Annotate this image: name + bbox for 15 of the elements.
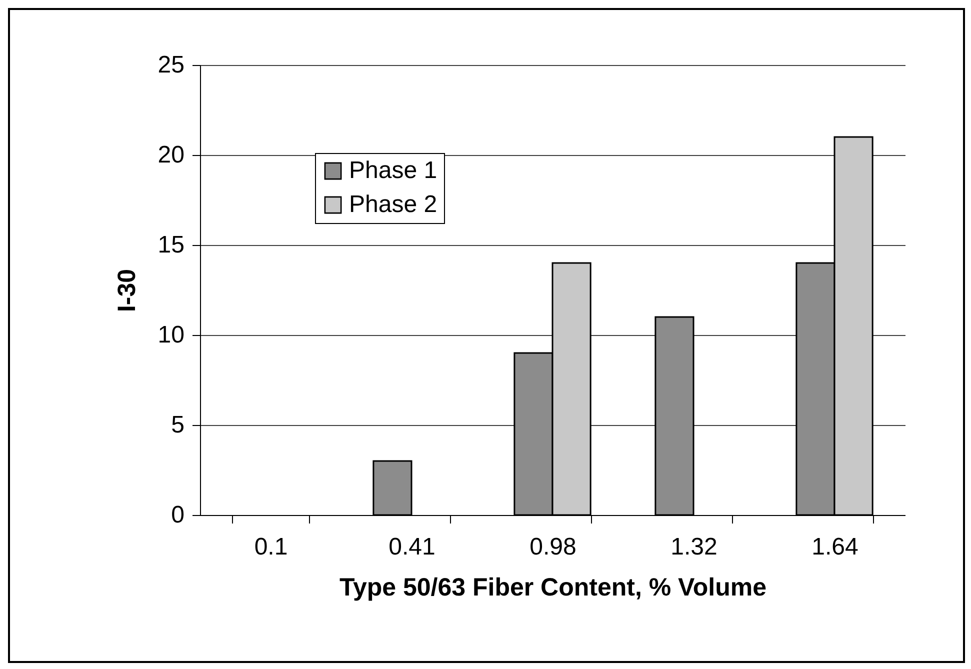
y-tick-label: 15: [158, 232, 184, 258]
x-tick-label: 0.41: [388, 534, 436, 560]
y-tick-label: 20: [158, 142, 184, 168]
x-tick-label: 1.64: [812, 534, 858, 560]
y-tick-label: 10: [158, 322, 184, 348]
y-tick-label: 5: [171, 412, 184, 438]
y-axis-title: I-30: [112, 268, 141, 312]
x-tick-label: 1.32: [670, 534, 718, 560]
x-tick-label: 0.1: [254, 534, 288, 560]
legend-label: Phase 2: [349, 191, 438, 218]
y-tick-label: 25: [158, 52, 184, 78]
y-tick-label: 0: [171, 502, 184, 528]
legend-label: Phase 1: [349, 157, 438, 184]
x-axis-title: Type 50/63 Fiber Content, % Volume: [340, 574, 767, 602]
x-tick-label: 0.98: [530, 534, 576, 560]
